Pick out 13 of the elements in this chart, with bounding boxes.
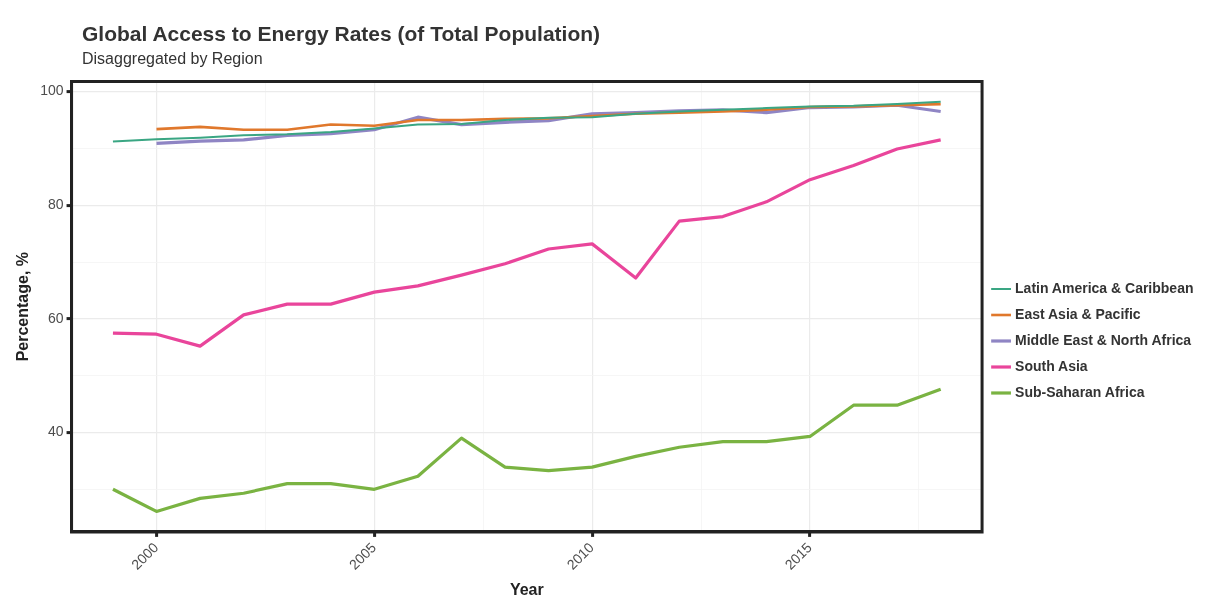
x-axis-title: Year	[509, 580, 544, 598]
legend-label: Middle East & North Africa	[1015, 331, 1192, 348]
y-tick-label: 80	[47, 196, 64, 213]
legend-label: South Asia	[1015, 357, 1088, 374]
y-tick-label: 100	[40, 82, 64, 99]
y-tick-label: 40	[47, 423, 64, 440]
legend-label: East Asia & Pacific	[1015, 305, 1141, 322]
chart-subtitle: Disaggregated by Region	[82, 50, 264, 68]
legend-label: Latin America & Caribbean	[1015, 279, 1194, 296]
y-axis-title: Percentage, %	[14, 251, 32, 362]
chart-title: Global Access to Energy Rates (of Total Population)	[82, 22, 601, 46]
legend-label: Sub-Saharan Africa	[1015, 383, 1145, 400]
y-tick-label: 60	[47, 309, 64, 326]
